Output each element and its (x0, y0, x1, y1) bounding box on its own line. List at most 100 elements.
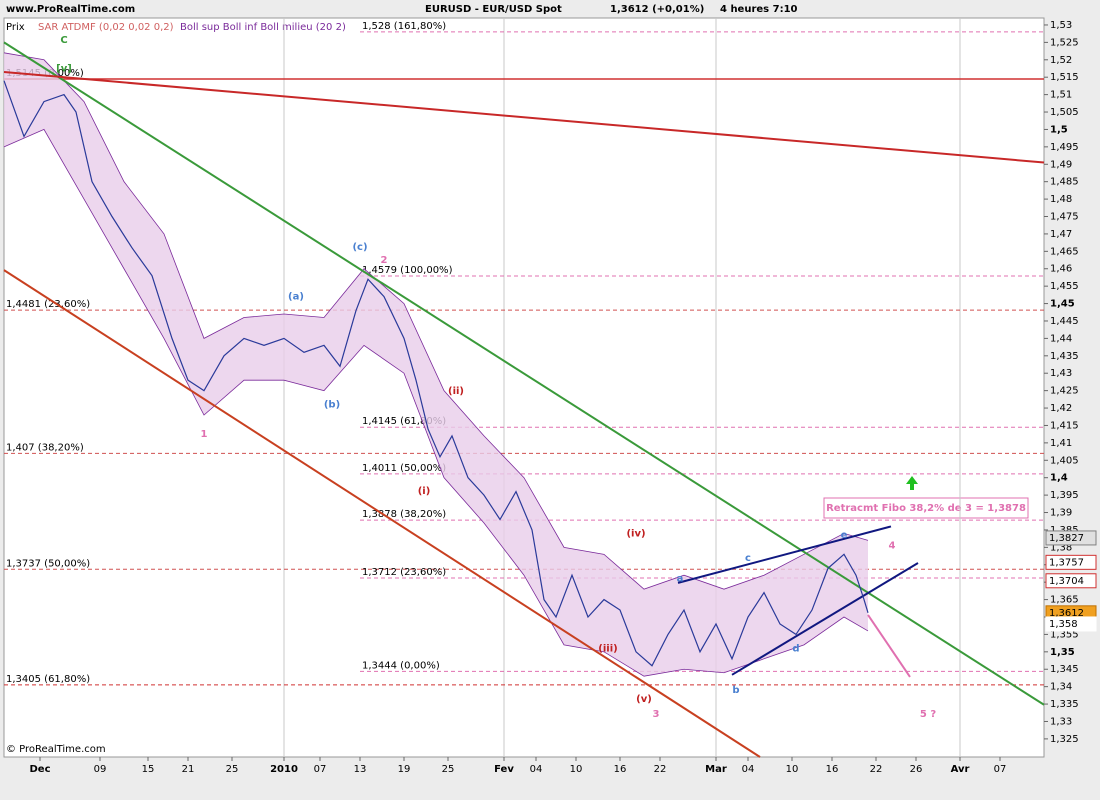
x-tick-label: 09 (94, 764, 107, 775)
wave-label: (v) (636, 694, 652, 705)
y-tick-label: 1,51 (1050, 90, 1072, 101)
price-marker (1045, 554, 1097, 570)
wave-label: (c) (352, 242, 367, 253)
fibo-label: 1,3444 (0,00%) (362, 660, 440, 671)
trend-line (867, 614, 911, 678)
x-tick-label: 25 (442, 764, 455, 775)
x-tick-label: Dec (29, 764, 50, 775)
y-tick-label: 1,475 (1050, 212, 1079, 223)
y-tick-label: 1,325 (1050, 734, 1079, 745)
y-tick-label: 1,525 (1050, 37, 1079, 48)
wave-label: 4 (889, 541, 896, 552)
y-tick-label: 1,42 (1050, 403, 1072, 414)
y-tick-label: 1,33 (1050, 716, 1072, 727)
price-marker-label: 1,3704 (1049, 576, 1084, 587)
trend-line (3, 70, 1045, 164)
x-tick-label: 2010 (270, 764, 298, 775)
y-tick-label: 1,455 (1050, 281, 1079, 292)
wave-label: C (60, 35, 67, 46)
y-tick-label: 1,47 (1050, 229, 1072, 240)
plot-area (3, 17, 1045, 758)
y-tick-label: 1,365 (1050, 595, 1079, 606)
fibo-label: 1,3737 (50,00%) (6, 558, 90, 569)
wave-label: 1 (201, 429, 208, 440)
wave-label: (iii) (598, 643, 617, 654)
y-tick-label: 1,34 (1050, 682, 1072, 693)
wave-label: (b) (324, 400, 340, 411)
y-tick-label: 1,445 (1050, 316, 1079, 327)
wave-label: c (745, 553, 751, 564)
x-tick-label: Fev (494, 764, 514, 775)
y-tick-label: 1,41 (1050, 438, 1072, 449)
x-tick-label: 13 (354, 764, 367, 775)
x-tick-label: 25 (226, 764, 239, 775)
x-tick-label: 04 (742, 764, 755, 775)
wave-label: (ii) (448, 386, 464, 397)
x-tick-label: 22 (870, 764, 883, 775)
trend-line (3, 269, 761, 758)
sar-label: SAR ATDMF (0,02 0,02 0,2) (38, 22, 174, 33)
wave-label: (i) (418, 486, 431, 497)
trend-line (731, 562, 919, 676)
y-tick-label: 1,45 (1050, 299, 1075, 310)
wave-label: a (677, 574, 684, 585)
wave-label: (iv) (626, 528, 645, 539)
x-tick-label: 16 (826, 764, 839, 775)
y-tick-label: 1,505 (1050, 107, 1079, 118)
y-tick-label: 1,415 (1050, 420, 1079, 431)
fibo-label: 1,4579 (100,00%) (362, 265, 453, 276)
y-tick-label: 1,48 (1050, 194, 1072, 205)
wave-label: (a) (288, 292, 304, 303)
y-tick-label: 1,35 (1050, 647, 1075, 658)
bollinger-upper (3, 52, 869, 590)
y-tick-label: 1,395 (1050, 490, 1079, 501)
price-marker-label: 1,3612 (1049, 608, 1084, 619)
price-marker (1045, 530, 1097, 546)
trend-line (677, 525, 892, 584)
annotation-box (823, 497, 1029, 519)
x-tick-label: 22 (654, 764, 667, 775)
price-marker-label: 1,3757 (1049, 557, 1084, 568)
quote: 1,3612 (+0,01%) (610, 4, 704, 15)
fibo-label: 1,4481 (23,60%) (6, 299, 90, 310)
fibo-label: 1,407 (38,20%) (6, 442, 84, 453)
y-tick-label: 1,385 (1050, 525, 1079, 536)
y-tick-label: 1,52 (1050, 55, 1072, 66)
y-tick-label: 1,38 (1050, 542, 1072, 553)
wave-label: b (732, 685, 739, 696)
y-tick-label: 1,4 (1050, 473, 1068, 484)
wave-label: 5 ? (920, 709, 936, 720)
y-tick-label: 1,53 (1050, 20, 1072, 31)
y-tick-label: 1,495 (1050, 142, 1079, 153)
y-tick-label: 1,44 (1050, 333, 1072, 344)
period: 4 heures 7:10 (720, 4, 798, 15)
fibo-label: 1,528 (161,80%) (362, 21, 446, 32)
price-marker-label: 1,3827 (1049, 533, 1084, 544)
wave-label: d (792, 643, 799, 654)
x-tick-label: Mar (705, 764, 727, 775)
x-tick-label: Avr (951, 764, 970, 775)
price-label: Prix (6, 22, 25, 33)
x-tick-label: 07 (314, 764, 327, 775)
y-tick-label: 1,435 (1050, 351, 1079, 362)
marks: 1,53 1,525 1,52 1,515 1,51 1,505 1,5 1,495 1,49 1… (3, 18, 1097, 775)
wave-label: [v] (56, 63, 72, 74)
up-arrow (906, 476, 918, 490)
fibo-label: 1,4145 (61,80%) (362, 416, 446, 427)
x-tick-label: 07 (994, 764, 1007, 775)
y-tick-label: 1,465 (1050, 246, 1079, 257)
y-tick-label: 1,405 (1050, 455, 1079, 466)
y-tick-label: 1,515 (1050, 72, 1079, 83)
wave-label: e (841, 530, 848, 541)
annotation: Retracmt Fibo 38,2% de 3 = 1,3878 (826, 503, 1026, 514)
x-tick-label: 19 (398, 764, 411, 775)
fibo-label: 1,4011 (50,00%) (362, 463, 446, 474)
fibo-label: 1,3712 (23,60%) (362, 567, 446, 578)
y-tick-label: 1,355 (1050, 629, 1079, 640)
y-tick-label: 1,425 (1050, 386, 1079, 397)
site: www.ProRealTime.com (6, 4, 135, 15)
fibo-label: 1,3405 (61,80%) (6, 674, 90, 685)
price-marker-label: 1,358 (1049, 619, 1078, 630)
bollinger-lower (3, 128, 869, 677)
wave-label: 3 (653, 709, 660, 720)
